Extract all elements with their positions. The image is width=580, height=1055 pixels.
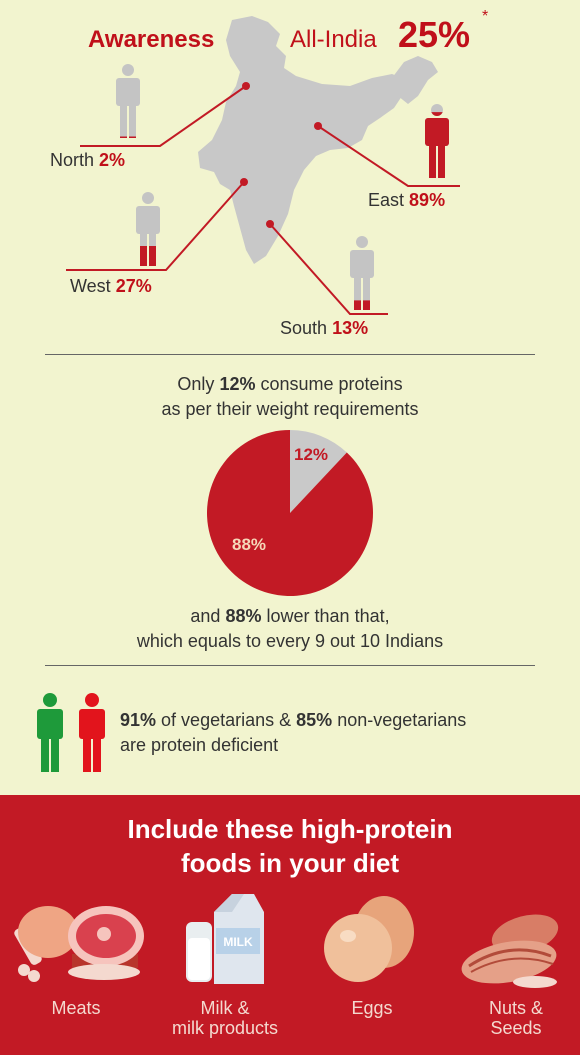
region-east-person-icon — [425, 104, 449, 178]
milk-icon: MILK — [186, 894, 264, 984]
region-south-label: South 13% — [280, 318, 368, 339]
veg-value: 91% — [120, 710, 157, 730]
food-label-line1: Meats — [51, 998, 101, 1018]
consumption-line1-value: 12% — [219, 374, 256, 394]
protein-pie-chart: 12% 88% — [207, 430, 373, 596]
region-name: South — [280, 318, 328, 338]
food-label-line1: Nuts & — [488, 998, 544, 1018]
region-value: 13% — [332, 318, 369, 338]
deficiency-line1-mid: of vegetarians & — [161, 710, 292, 730]
pie-slice-0 — [290, 430, 347, 513]
region-value: 27% — [115, 276, 152, 296]
eggs-icon — [324, 896, 414, 982]
consumption-line1-post: consume proteins — [260, 374, 403, 394]
consumption-text: Only 12% consume proteins as per their w… — [0, 372, 580, 422]
pie-slice-label-large: 88% — [232, 535, 266, 554]
india-map-graphic — [66, 16, 460, 315]
deficiency-text: 91% of vegetarians & 85% non-vegetarians… — [120, 708, 466, 758]
foods-heading-line1: Include these high-protein — [127, 814, 453, 844]
after-post: lower than that, — [266, 606, 390, 626]
milk-carton-text: MILK — [223, 935, 253, 949]
food-label-nuts: Nuts & Seeds — [466, 998, 566, 1038]
foods-heading: Include these high-protein foods in your… — [0, 812, 580, 880]
east-leader-line — [317, 125, 460, 187]
pie-slice-1 — [207, 430, 373, 596]
region-west-label: West 27% — [70, 276, 152, 297]
food-label-meats: Meats — [26, 998, 126, 1018]
region-north-person-icon — [116, 64, 140, 138]
east-marker-dot — [314, 122, 322, 130]
food-label-line2: milk products — [171, 1018, 279, 1038]
all-india-value: 25% — [398, 14, 471, 55]
region-value: 2% — [99, 150, 126, 170]
consumption-line1-pre: Only — [177, 374, 215, 394]
nonveg-value: 85% — [296, 710, 333, 730]
west-marker-dot — [240, 178, 248, 186]
non-vegetarian-person-icon — [79, 693, 105, 772]
food-label-line1: Eggs — [351, 998, 393, 1018]
foods-heading-line2: foods in your diet — [180, 848, 400, 878]
food-label-milk: Milk & milk products — [150, 998, 300, 1038]
nuts-icon — [461, 914, 559, 988]
india-map-shape — [198, 16, 408, 264]
food-label-eggs: Eggs — [322, 998, 422, 1018]
meat-icon — [14, 906, 144, 982]
region-west-person-icon — [136, 192, 160, 266]
after-pre: and — [190, 606, 221, 626]
food-label-line2: Seeds — [490, 1018, 542, 1038]
consumption-after-text: and 88% lower than that, which equals to… — [0, 604, 580, 654]
after-value: 88% — [225, 606, 262, 626]
north-leader-line — [80, 85, 247, 147]
region-east-label: East 89% — [368, 190, 445, 211]
footnote-mark: * — [482, 8, 489, 25]
region-value: 89% — [409, 190, 446, 210]
northeast-map-shape — [392, 56, 438, 104]
region-name: North — [50, 150, 95, 170]
region-name: West — [70, 276, 111, 296]
region-name: East — [368, 190, 405, 210]
south-leader-line — [269, 223, 388, 315]
after-line2: which equals to every 9 out 10 Indians — [136, 631, 444, 651]
people-icons — [37, 693, 105, 772]
deficiency-line2: are protein deficient — [120, 735, 279, 755]
deficiency-line1-post: non-vegetarians — [337, 710, 467, 730]
section-divider — [45, 354, 535, 355]
consumption-line2: as per their weight requirements — [161, 399, 419, 419]
north-marker-dot — [242, 82, 250, 90]
awareness-title: Awareness — [88, 26, 215, 53]
pie-slice-label-small: 12% — [294, 445, 328, 464]
region-north-label: North 2% — [50, 150, 125, 171]
south-marker-dot — [266, 220, 274, 228]
region-south-person-icon — [350, 236, 374, 310]
food-label-line1: Milk & — [200, 998, 250, 1018]
west-leader-line — [66, 181, 245, 271]
vegetarian-person-icon — [37, 693, 63, 772]
section-divider — [45, 665, 535, 666]
all-india-label: All-India — [290, 26, 377, 53]
